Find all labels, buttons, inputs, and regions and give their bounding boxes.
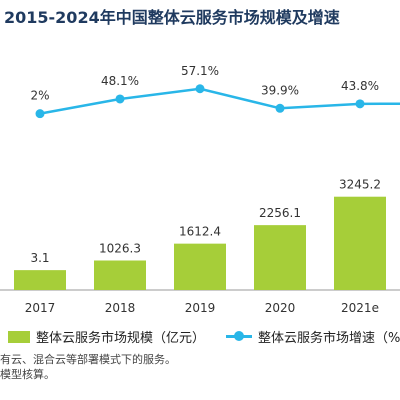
bar-label-2019: 1612.4: [179, 225, 221, 239]
footnote-2: 模型核算。: [0, 368, 55, 381]
growth-point-2019: [195, 84, 205, 94]
chart-title: 2015-2024年中国整体云服务市场规模及增速: [4, 8, 340, 27]
bar-label-2017: 3.1: [30, 251, 49, 265]
x-tick-2021e: 2021e: [341, 301, 379, 315]
growth-line: [39, 87, 400, 115]
x-tick-2018: 2018: [105, 301, 136, 315]
legend-line-swatch: [226, 331, 252, 341]
bar-label-2020: 2256.1: [259, 206, 301, 220]
x-tick-2017: 2017: [25, 301, 56, 315]
legend-bar-label: 整体云服务市场规模（亿元）: [36, 331, 206, 346]
bar-2019: [174, 243, 226, 290]
bar-2021e: [334, 196, 386, 290]
growth-point-2021e: [355, 99, 365, 109]
growth-label-2019: 57.1%: [181, 64, 219, 78]
growth-label-2020: 39.9%: [261, 83, 299, 97]
bar-label-2018: 1026.3: [99, 241, 141, 255]
legend-line-label: 整体云服务市场增速（%: [258, 331, 400, 346]
bar-label-2021e: 3245.2: [339, 178, 381, 192]
legend-line: 整体云服务市场增速（%: [226, 327, 400, 346]
growth-label-2017: 2%: [30, 89, 49, 103]
growth-point-2020: [275, 103, 285, 113]
growth-label-2021e: 43.8%: [341, 79, 379, 93]
x-tick-2019: 2019: [185, 301, 216, 315]
growth-label-2018: 48.1%: [101, 74, 139, 88]
growth-point-2017: [35, 109, 45, 119]
bar-2020: [254, 225, 306, 290]
bar-2018: [94, 260, 146, 290]
growth-point-2018: [115, 94, 125, 104]
bar-2017: [14, 270, 66, 290]
x-tick-2020: 2020: [265, 301, 296, 315]
legend-bar-swatch: [8, 330, 30, 343]
legend-bar: 整体云服务市场规模（亿元）: [8, 327, 205, 346]
legend-line-dot: [234, 331, 244, 341]
footnote-1: 有云、混合云等部署模式下的服务。: [0, 353, 176, 366]
